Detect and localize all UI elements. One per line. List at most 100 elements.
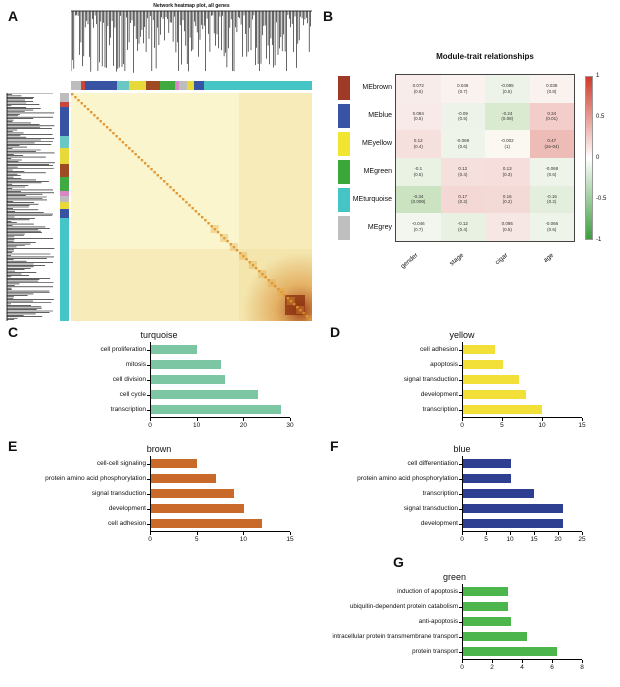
p-value: (0.5) [458,116,468,122]
category-label: cell adhesion [420,346,458,353]
axis-tick [290,532,291,535]
correlation-value: -0.24 [502,110,513,116]
trait-correlation-cell: -0.046 (0.7) [396,213,441,241]
category-label: anti-apoptosis [418,618,458,625]
green-module-go-chart: green induction of apoptosis ubiquitin-de… [327,572,583,673]
correlation-value: -0.066 [545,221,559,227]
correlation-value: -0.1 [414,165,423,171]
chart-row: cell cycle [28,387,290,402]
axis-tick [243,532,245,535]
bar-track [147,357,290,372]
bar [151,489,235,498]
correlation-value: -0.12 [457,221,468,227]
correlation-value: -0.09 [457,110,468,116]
bar-rows: cell differentiation protein amino acid p… [342,456,582,531]
bar-track [147,456,290,471]
chart-row: intracellular protein transmembrane tran… [327,629,582,644]
correlation-value: 0.47 [547,138,557,144]
bar [463,375,519,384]
chart-row: transcription [342,402,582,417]
axis-tick [150,418,151,421]
axis-tick [243,418,245,421]
trait-correlation-cell: 0.12 (0.4) [440,157,485,186]
module-label: MEturquoise [352,196,392,203]
p-value: (0.2) [547,199,557,205]
bar [463,459,511,468]
trait-correlation-cell: -0.34 (0.009) [396,185,441,214]
correlation-value: 0.084 [412,110,424,116]
module-color-segment [60,202,69,210]
category-label: development [420,391,458,398]
bar [151,345,198,354]
axis-tick-label: 25 [578,536,586,543]
bar-rows: cell proliferation mitosis cell division ce… [28,342,290,417]
x-axis: 0 10 20 30 [148,417,294,431]
trait-correlation-cell: -0.095 (0.5) [485,75,530,103]
bar [151,375,226,384]
chart-title: yellow [449,330,475,340]
module-color-segment [160,81,175,90]
panel-label-g: G [393,554,404,570]
module-color-swatch [338,160,350,184]
axis-tick [462,418,463,421]
bar-track [147,486,290,501]
chart-row: cell-cell signaling [28,456,290,471]
bar [151,459,198,468]
chart-title: green [442,572,467,582]
p-value: (0.5) [413,116,423,122]
p-value: (0.6) [547,171,557,177]
bar-track [459,486,582,501]
correlation-value: 0.34 [547,110,557,116]
module-color-segment [60,163,69,178]
module-color-segment [186,81,194,90]
p-value: (0.009) [411,199,426,205]
scale-label: 1 [596,73,600,79]
module-color-segment [60,177,69,192]
bar-track [147,402,290,417]
blue-module-go-chart: blue cell differentiation protein amino a… [342,444,586,545]
category-label: cell division [112,376,146,383]
axis-tick [290,418,291,421]
bar [463,602,508,611]
axis-tick [510,532,511,535]
gene-dendrogram-left [6,93,55,321]
bar-track [147,387,290,402]
axis-tick [196,532,198,535]
module-label: MEbrown [362,84,392,91]
module-color-segment [60,136,69,148]
chart-row: cell proliferation [28,342,290,357]
p-value: (0.6) [547,227,557,233]
axis-tick-label: 0 [460,422,464,429]
axis-tick-label: 10 [506,536,514,543]
trait-correlation-cell: -0.066 (0.6) [529,213,574,241]
bar [463,617,511,626]
axis-tick-label: 0 [460,536,464,543]
axis-tick-label: 0 [148,536,152,543]
x-axis: 0 5 10 15 [460,417,586,431]
bar [151,390,258,399]
category-label: transcription [422,490,458,497]
category-label: transcription [110,406,146,413]
axis-tick [558,532,559,535]
module-color-swatch [338,104,350,128]
scale-label: 0 [596,155,600,161]
category-label: cell adhesion [108,520,146,527]
trait-correlation-cell: 0.16 (0.2) [485,185,530,214]
panel-label-d: D [330,324,341,340]
correlation-value: 0.12 [458,165,468,171]
axis-tick-label: 5 [194,536,199,543]
trait-label: stage [448,251,465,268]
module-color-segment [60,93,69,103]
chart-row: transcription [28,402,290,417]
category-label: cell differentiation [407,460,458,467]
bar [151,474,216,483]
panel-label-f: F [330,438,339,454]
p-value: (0.4) [458,227,468,233]
p-value: (0.6) [413,88,423,94]
panel-label-c: C [8,324,19,340]
module-color-swatch [338,132,350,156]
category-label: cell cycle [119,391,146,398]
axis-tick-label: 20 [239,422,247,429]
chart-row: cell division [28,372,290,387]
